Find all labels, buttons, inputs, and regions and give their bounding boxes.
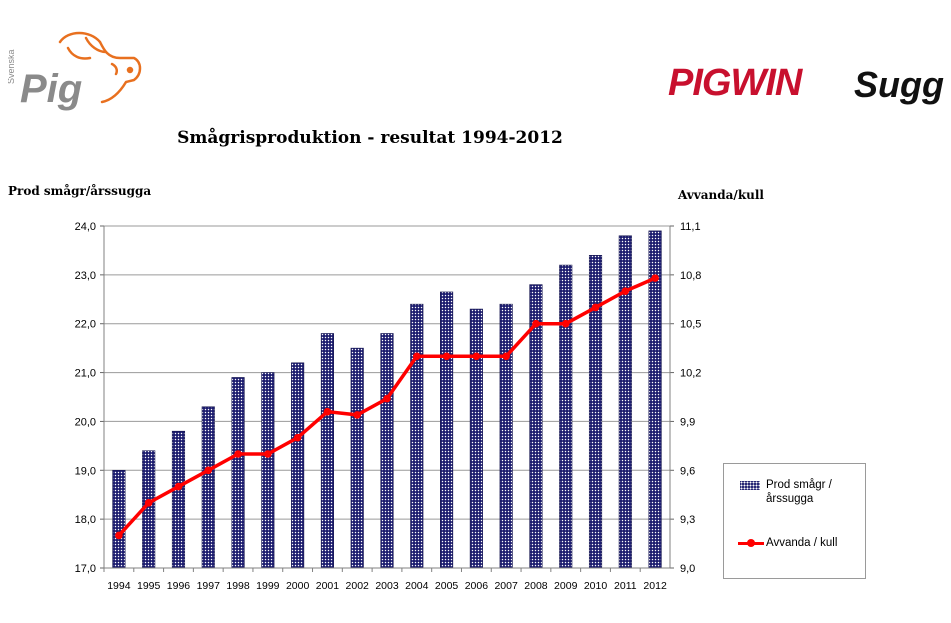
logo-word: Pig (20, 67, 82, 111)
line-point (264, 450, 272, 458)
x-tick-label: 2002 (346, 580, 370, 592)
y-tick-label-right: 9,0 (680, 563, 695, 575)
line-point (412, 352, 421, 361)
svenska-pig-logo: Svenska Pig (8, 31, 142, 111)
line-point (591, 303, 600, 312)
bar-series (112, 230, 662, 569)
pigwin-suffix: Sugg (854, 64, 944, 105)
chart-title: Smågrisproduktion - resultat 1994-2012 (177, 128, 563, 148)
bar (410, 303, 424, 569)
legend-label-line: Avvanda / kull (766, 537, 838, 549)
line-series (115, 274, 659, 540)
line-point (502, 352, 510, 361)
x-tick-label: 2011 (614, 580, 637, 592)
pig-head-icon (58, 31, 142, 104)
legend-item-bars: Prod smågr / årssugga (724, 478, 852, 506)
line-point (174, 482, 183, 491)
bar (440, 291, 454, 569)
y-tick-label-left: 23,0 (75, 270, 96, 282)
logo-small-text: Svenska (8, 49, 16, 84)
pigwin-brand: PIGWIN (668, 62, 802, 104)
line-point (442, 352, 451, 361)
line-point (115, 531, 123, 540)
x-tick-label: 2005 (435, 580, 459, 592)
bar (588, 255, 603, 569)
x-tick-label: 1994 (107, 580, 131, 592)
line-point (234, 450, 242, 458)
y-tick-label-left: 18,0 (75, 514, 96, 526)
x-tick-label: 2004 (405, 580, 429, 592)
line-point (472, 352, 481, 361)
line-point (204, 466, 213, 475)
legend: Prod smågr / årssugga Avvanda / kull (723, 463, 866, 579)
y-tick-label-right: 10,5 (680, 319, 701, 331)
y-axis-label-right: Avvanda/kull (678, 188, 764, 202)
line-point (293, 433, 302, 442)
legend-item-line: Avvanda / kull (724, 536, 837, 550)
bar (350, 347, 364, 569)
x-tick-label: 1995 (137, 580, 161, 592)
x-tick-label: 2006 (465, 580, 489, 592)
line-point (383, 394, 391, 403)
pigwin-sugg-logo: PIGWIN Sugg (668, 62, 948, 112)
y-tick-label-right: 9,6 (680, 465, 695, 477)
y-tick-label-right: 9,9 (680, 416, 695, 428)
x-tick-label: 1998 (226, 580, 250, 592)
line-point (651, 274, 659, 282)
bar (112, 469, 126, 569)
bar (559, 264, 573, 569)
y-tick-label-right: 11,1 (680, 221, 701, 233)
line-point (561, 319, 570, 328)
bar (201, 406, 215, 569)
legend-swatch-line (738, 536, 764, 550)
line-point (323, 407, 332, 416)
x-tick-label: 2000 (286, 580, 310, 592)
line-point (621, 287, 630, 295)
x-tick-label: 2012 (643, 580, 667, 592)
y-tick-label-left: 19,0 (75, 465, 96, 477)
y-axis-label-left: Prod smågr/årssugga (8, 184, 152, 198)
y-tick-label-left: 24,0 (75, 221, 96, 233)
x-tick-label: 2009 (554, 580, 578, 592)
x-tick-label: 1997 (197, 580, 221, 592)
tick-labels: 17,0 18,0 19,0 20,0 21,0 22,0 23,0 24,0 9,0 9,3 9,… (75, 221, 702, 592)
bar (231, 377, 245, 569)
axes (100, 225, 674, 572)
line-point (532, 319, 540, 328)
y-tick-label-right: 9,3 (680, 514, 695, 526)
bar (380, 333, 394, 569)
bar (320, 333, 334, 569)
bar (261, 372, 275, 569)
bar (291, 362, 305, 569)
x-tick-label: 2007 (494, 580, 518, 592)
y-tick-label-left: 17,0 (75, 563, 96, 575)
y-tick-label-left: 21,0 (75, 368, 96, 380)
x-tick-label: 2001 (316, 580, 340, 592)
legend-swatch-bars (740, 481, 760, 490)
y-tick-label-left: 22,0 (75, 319, 96, 331)
y-tick-label-left: 20,0 (75, 416, 96, 428)
line-point (144, 499, 153, 507)
x-tick-label: 2010 (584, 580, 608, 592)
x-tick-label: 2003 (375, 580, 399, 592)
y-tick-label-right: 10,2 (680, 368, 701, 380)
bar (618, 235, 632, 569)
x-tick-label: 1999 (256, 580, 280, 592)
y-tick-label-right: 10,8 (680, 270, 701, 282)
bar (469, 308, 483, 569)
x-tick-label: 1996 (167, 580, 191, 592)
legend-label-bars: Prod smågr / årssugga (766, 479, 832, 505)
bar (499, 303, 513, 569)
x-tick-label: 2008 (524, 580, 548, 592)
line-point (353, 411, 362, 419)
bar (171, 430, 186, 569)
